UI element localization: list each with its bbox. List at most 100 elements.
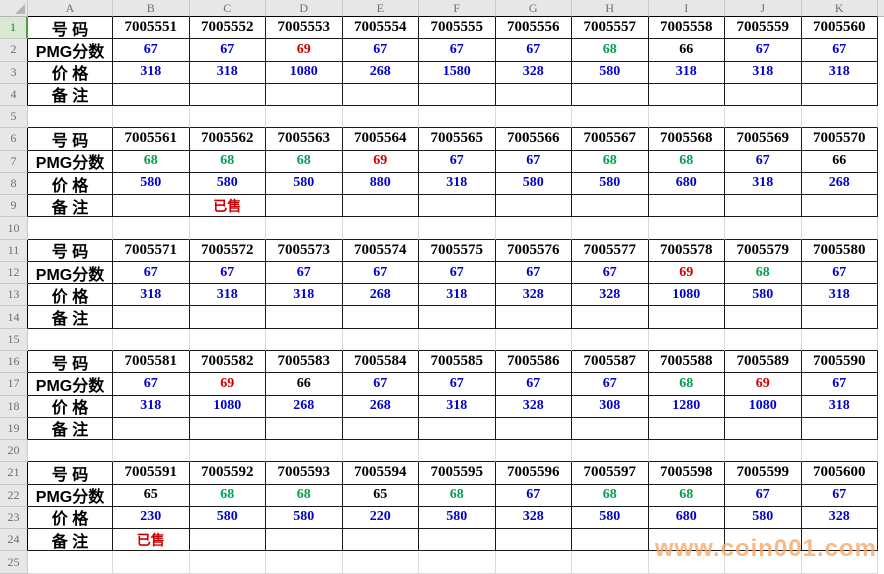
cell-D22[interactable]: 68 xyxy=(266,484,343,507)
cell-I12[interactable]: 69 xyxy=(648,261,725,285)
cell-J2[interactable]: 67 xyxy=(725,39,802,62)
cell-E20[interactable] xyxy=(342,440,419,463)
cell-C1[interactable]: 7005552 xyxy=(189,17,266,40)
cell-G7[interactable]: 67 xyxy=(495,150,572,173)
cell-E15[interactable] xyxy=(342,328,419,351)
column-header-A[interactable]: A xyxy=(28,0,113,17)
cell-E13[interactable]: 268 xyxy=(342,284,419,307)
cell-K7[interactable]: 66 xyxy=(801,150,878,173)
cell-H5[interactable] xyxy=(572,106,649,129)
cell-I19[interactable] xyxy=(648,417,725,441)
cell-J3[interactable]: 318 xyxy=(725,61,802,84)
cell-B18[interactable]: 318 xyxy=(113,395,190,418)
cell-G8[interactable]: 580 xyxy=(495,172,572,196)
cell-D5[interactable] xyxy=(266,106,343,129)
cell-K10[interactable] xyxy=(801,217,878,240)
cell-A10[interactable] xyxy=(28,217,113,240)
cell-G3[interactable]: 328 xyxy=(495,61,572,84)
cell-F16[interactable]: 7005585 xyxy=(419,350,496,374)
cell-J6[interactable]: 7005569 xyxy=(725,128,802,151)
cell-E1[interactable]: 7005554 xyxy=(342,17,419,40)
row-label-pmg-12[interactable]: PMG分数 xyxy=(28,261,113,285)
row-header-6[interactable]: 6 xyxy=(0,128,28,151)
row-header-12[interactable]: 12 xyxy=(0,261,28,285)
cell-C6[interactable]: 7005562 xyxy=(189,128,266,151)
cell-D4[interactable] xyxy=(266,83,343,107)
cell-I14[interactable] xyxy=(648,306,725,329)
cell-E23[interactable]: 220 xyxy=(342,506,419,530)
cell-G9[interactable] xyxy=(495,195,572,218)
row-header-24[interactable]: 24 xyxy=(0,529,28,552)
cell-B13[interactable]: 318 xyxy=(113,284,190,307)
cell-G21[interactable]: 7005596 xyxy=(495,462,572,485)
cell-K23[interactable]: 328 xyxy=(801,506,878,530)
cell-G23[interactable]: 328 xyxy=(495,506,572,530)
cell-K6[interactable]: 7005570 xyxy=(801,128,878,151)
cell-K22[interactable]: 67 xyxy=(801,484,878,507)
cell-F11[interactable]: 7005575 xyxy=(419,239,496,262)
cell-B5[interactable] xyxy=(113,106,190,129)
cell-H8[interactable]: 580 xyxy=(572,172,649,196)
cell-C16[interactable]: 7005582 xyxy=(189,350,266,374)
row-header-25[interactable]: 25 xyxy=(0,551,28,574)
cell-B23[interactable]: 230 xyxy=(113,506,190,530)
cell-D17[interactable]: 66 xyxy=(266,373,343,396)
cell-E18[interactable]: 268 xyxy=(342,395,419,418)
cell-I11[interactable]: 7005578 xyxy=(648,239,725,262)
cell-J11[interactable]: 7005579 xyxy=(725,239,802,262)
cell-B6[interactable]: 7005561 xyxy=(113,128,190,151)
column-header-C[interactable]: C xyxy=(189,0,266,17)
cell-E21[interactable]: 7005594 xyxy=(342,462,419,485)
row-label-note-14[interactable]: 备 注 xyxy=(28,306,113,329)
cell-K15[interactable] xyxy=(801,328,878,351)
cell-G13[interactable]: 328 xyxy=(495,284,572,307)
cell-J14[interactable] xyxy=(725,306,802,329)
cell-E5[interactable] xyxy=(342,106,419,129)
row-label-note-9[interactable]: 备 注 xyxy=(28,195,113,218)
cell-C24[interactable] xyxy=(189,529,266,552)
cell-C9[interactable]: 已售 xyxy=(189,195,266,218)
cell-C4[interactable] xyxy=(189,83,266,107)
cell-I16[interactable]: 7005588 xyxy=(648,350,725,374)
cell-A5[interactable] xyxy=(28,106,113,129)
column-header-G[interactable]: G xyxy=(495,0,572,17)
cell-C25[interactable] xyxy=(189,551,266,574)
row-label-number-16[interactable]: 号 码 xyxy=(28,350,113,374)
cell-F3[interactable]: 1580 xyxy=(419,61,496,84)
cell-H12[interactable]: 67 xyxy=(572,261,649,285)
cell-J22[interactable]: 67 xyxy=(725,484,802,507)
cell-C21[interactable]: 7005592 xyxy=(189,462,266,485)
cell-D13[interactable]: 318 xyxy=(266,284,343,307)
cell-F10[interactable] xyxy=(419,217,496,240)
row-header-20[interactable]: 20 xyxy=(0,440,28,463)
cell-K2[interactable]: 67 xyxy=(801,39,878,62)
row-label-note-19[interactable]: 备 注 xyxy=(28,417,113,441)
column-header-B[interactable]: B xyxy=(113,0,190,17)
cell-C10[interactable] xyxy=(189,217,266,240)
cell-F14[interactable] xyxy=(419,306,496,329)
row-header-14[interactable]: 14 xyxy=(0,306,28,329)
cell-B25[interactable] xyxy=(113,551,190,574)
row-header-19[interactable]: 19 xyxy=(0,417,28,441)
row-label-pmg-17[interactable]: PMG分数 xyxy=(28,373,113,396)
cell-F6[interactable]: 7005565 xyxy=(419,128,496,151)
cell-E19[interactable] xyxy=(342,417,419,441)
cell-H3[interactable]: 580 xyxy=(572,61,649,84)
row-header-18[interactable]: 18 xyxy=(0,395,28,418)
row-label-price-23[interactable]: 价 格 xyxy=(28,506,113,530)
cell-J19[interactable] xyxy=(725,417,802,441)
cell-I13[interactable]: 1080 xyxy=(648,284,725,307)
cell-B11[interactable]: 7005571 xyxy=(113,239,190,262)
cell-H9[interactable] xyxy=(572,195,649,218)
cell-I22[interactable]: 68 xyxy=(648,484,725,507)
cell-J24[interactable] xyxy=(725,529,802,552)
cell-I15[interactable] xyxy=(648,328,725,351)
cell-E17[interactable]: 67 xyxy=(342,373,419,396)
cell-A15[interactable] xyxy=(28,328,113,351)
cell-G12[interactable]: 67 xyxy=(495,261,572,285)
cell-G14[interactable] xyxy=(495,306,572,329)
cell-H2[interactable]: 68 xyxy=(572,39,649,62)
row-label-price-18[interactable]: 价 格 xyxy=(28,395,113,418)
cell-B22[interactable]: 65 xyxy=(113,484,190,507)
cell-B2[interactable]: 67 xyxy=(113,39,190,62)
